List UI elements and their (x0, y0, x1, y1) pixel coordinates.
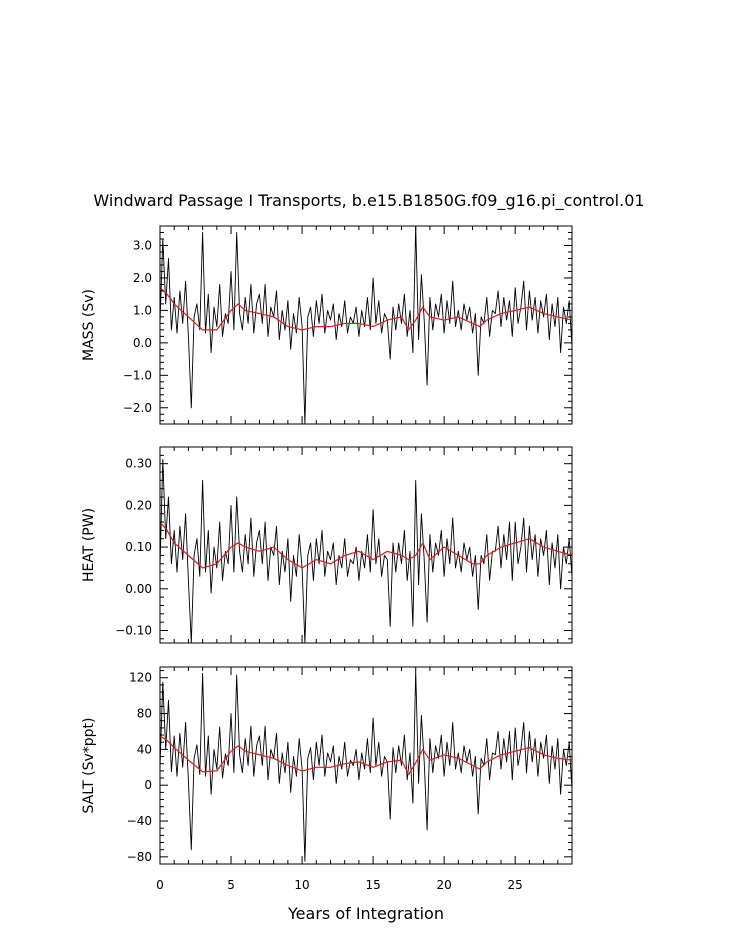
x-tick-label: 0 (156, 878, 164, 892)
heat-y-tick-label: 0.00 (125, 582, 152, 596)
heat-raw-series-line (160, 459, 572, 643)
chart-title: Windward Passage I Transports, b.e15.B18… (93, 191, 644, 211)
panel-mass: −2.0 −1.0 0.0 1.0 2.0 3.0 MASS (Sv) (81, 225, 573, 425)
panel-salt: −80 −40 0 40 80 120 SALT (Sv*ppt) 0 5 10 15 20 25 (81, 666, 573, 892)
x-tick-label: 25 (508, 878, 523, 892)
salt-y-tick-label: 40 (137, 742, 152, 756)
heat-y-axis-label: HEAT (PW) (81, 508, 97, 582)
mass-smoothed-series-line (160, 287, 572, 331)
mass-series-group (160, 226, 572, 424)
mass-y-tick-label: −2.0 (123, 401, 152, 415)
salt-y-axis-label: SALT (Sv*ppt) (81, 718, 97, 814)
salt-plot-frame (159, 666, 573, 865)
heat-y-tick-label: −0.10 (115, 623, 152, 637)
panel-heat: −0.10 0.00 0.10 0.20 0.30 HEAT (PW) (81, 446, 573, 644)
heat-series-group (160, 459, 572, 643)
salt-raw-series-line (160, 670, 572, 862)
mass-plot-frame (159, 225, 573, 425)
mass-y-tick-label: 1.0 (133, 303, 152, 317)
salt-series-group (160, 670, 572, 862)
x-axis-label: Years of Integration (287, 904, 444, 923)
x-tick-label: 5 (227, 878, 235, 892)
salt-y-tick-label: −40 (127, 814, 152, 828)
salt-y-tick-label: −80 (127, 850, 152, 864)
heat-y-tick-label: 0.20 (125, 498, 152, 512)
mass-y-tick-label: −1.0 (123, 368, 152, 382)
salt-smoothed-series-line (160, 735, 572, 776)
mass-y-tick-label: 2.0 (133, 271, 152, 285)
mass-y-axis-label: MASS (Sv) (81, 289, 97, 361)
heat-plot-frame (159, 446, 573, 644)
salt-y-tick-label: 80 (137, 707, 152, 721)
heat-smoothed-series-line (160, 521, 572, 569)
mass-y-tick-label: 3.0 (133, 238, 152, 252)
heat-y-tick-label: 0.30 (125, 457, 152, 471)
heat-y-tick-label: 0.10 (125, 540, 152, 554)
mass-raw-series-line (160, 226, 572, 424)
x-tick-label: 15 (365, 878, 380, 892)
x-tick-label: 20 (436, 878, 451, 892)
salt-y-tick-label: 120 (129, 671, 152, 685)
salt-y-tick-label: 0 (144, 778, 152, 792)
mass-y-tick-label: 0.0 (133, 336, 152, 350)
x-tick-label: 10 (294, 878, 309, 892)
